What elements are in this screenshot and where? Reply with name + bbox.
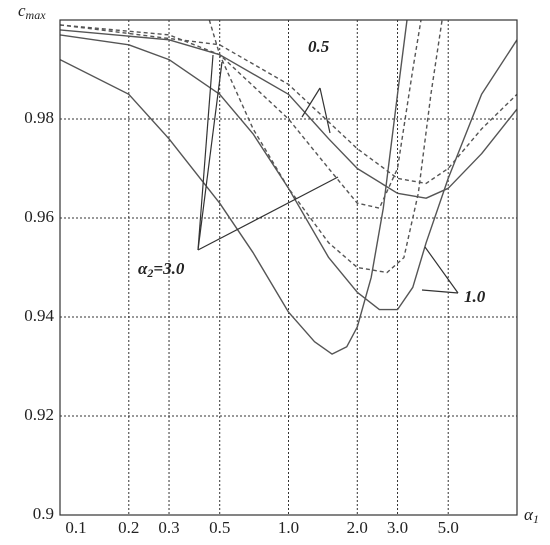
annotation-part: α [138, 259, 148, 278]
annotation: 0.5 [308, 37, 330, 56]
x-tick-label: 5.0 [438, 518, 459, 537]
x-tick-label: 0.3 [158, 518, 179, 537]
grid [59, 20, 517, 516]
y-tick-label: 0.92 [24, 405, 54, 424]
x-tick-label: 0.5 [209, 518, 230, 537]
x-tick-label: 0.1 [65, 518, 86, 537]
x-tick-label: 0.2 [118, 518, 139, 537]
x-label-sub: 1 [533, 512, 539, 526]
y-tick-label: 0.98 [24, 108, 54, 127]
plot-frame [59, 19, 518, 516]
annotation: α2=3.0 [138, 259, 185, 280]
annotation-lines [197, 54, 459, 294]
annotation-line [421, 289, 459, 294]
curve [60, 29, 517, 199]
annotation-line [319, 87, 331, 134]
annotation-line [197, 54, 214, 251]
x-tick-label: 1.0 [278, 518, 299, 537]
curve [208, 20, 443, 274]
annotation: 1.0 [464, 287, 486, 306]
curve [60, 20, 408, 355]
y-label-main: c [18, 1, 26, 20]
curves [60, 20, 517, 355]
y-label-sub: max [26, 8, 47, 22]
annotation-part: 2 [146, 266, 153, 280]
annotation-line [424, 246, 459, 294]
annotation-line [301, 87, 321, 118]
x-tick-label: 3.0 [387, 518, 408, 537]
x-tick-label: 2.0 [347, 518, 368, 537]
annotation-line [197, 176, 339, 251]
annotation-line [197, 61, 223, 251]
y-tick-label: 0.96 [24, 207, 54, 226]
y-tick-label: 0.9 [33, 504, 54, 523]
curve [60, 34, 517, 311]
y-axis-label: cmax [18, 1, 46, 22]
y-tick-label: 0.94 [24, 306, 54, 325]
annotation-part: =3.0 [153, 259, 184, 278]
x-label-main: α [524, 505, 534, 524]
curve [60, 20, 422, 209]
x-axis-label: α1 [524, 505, 539, 526]
